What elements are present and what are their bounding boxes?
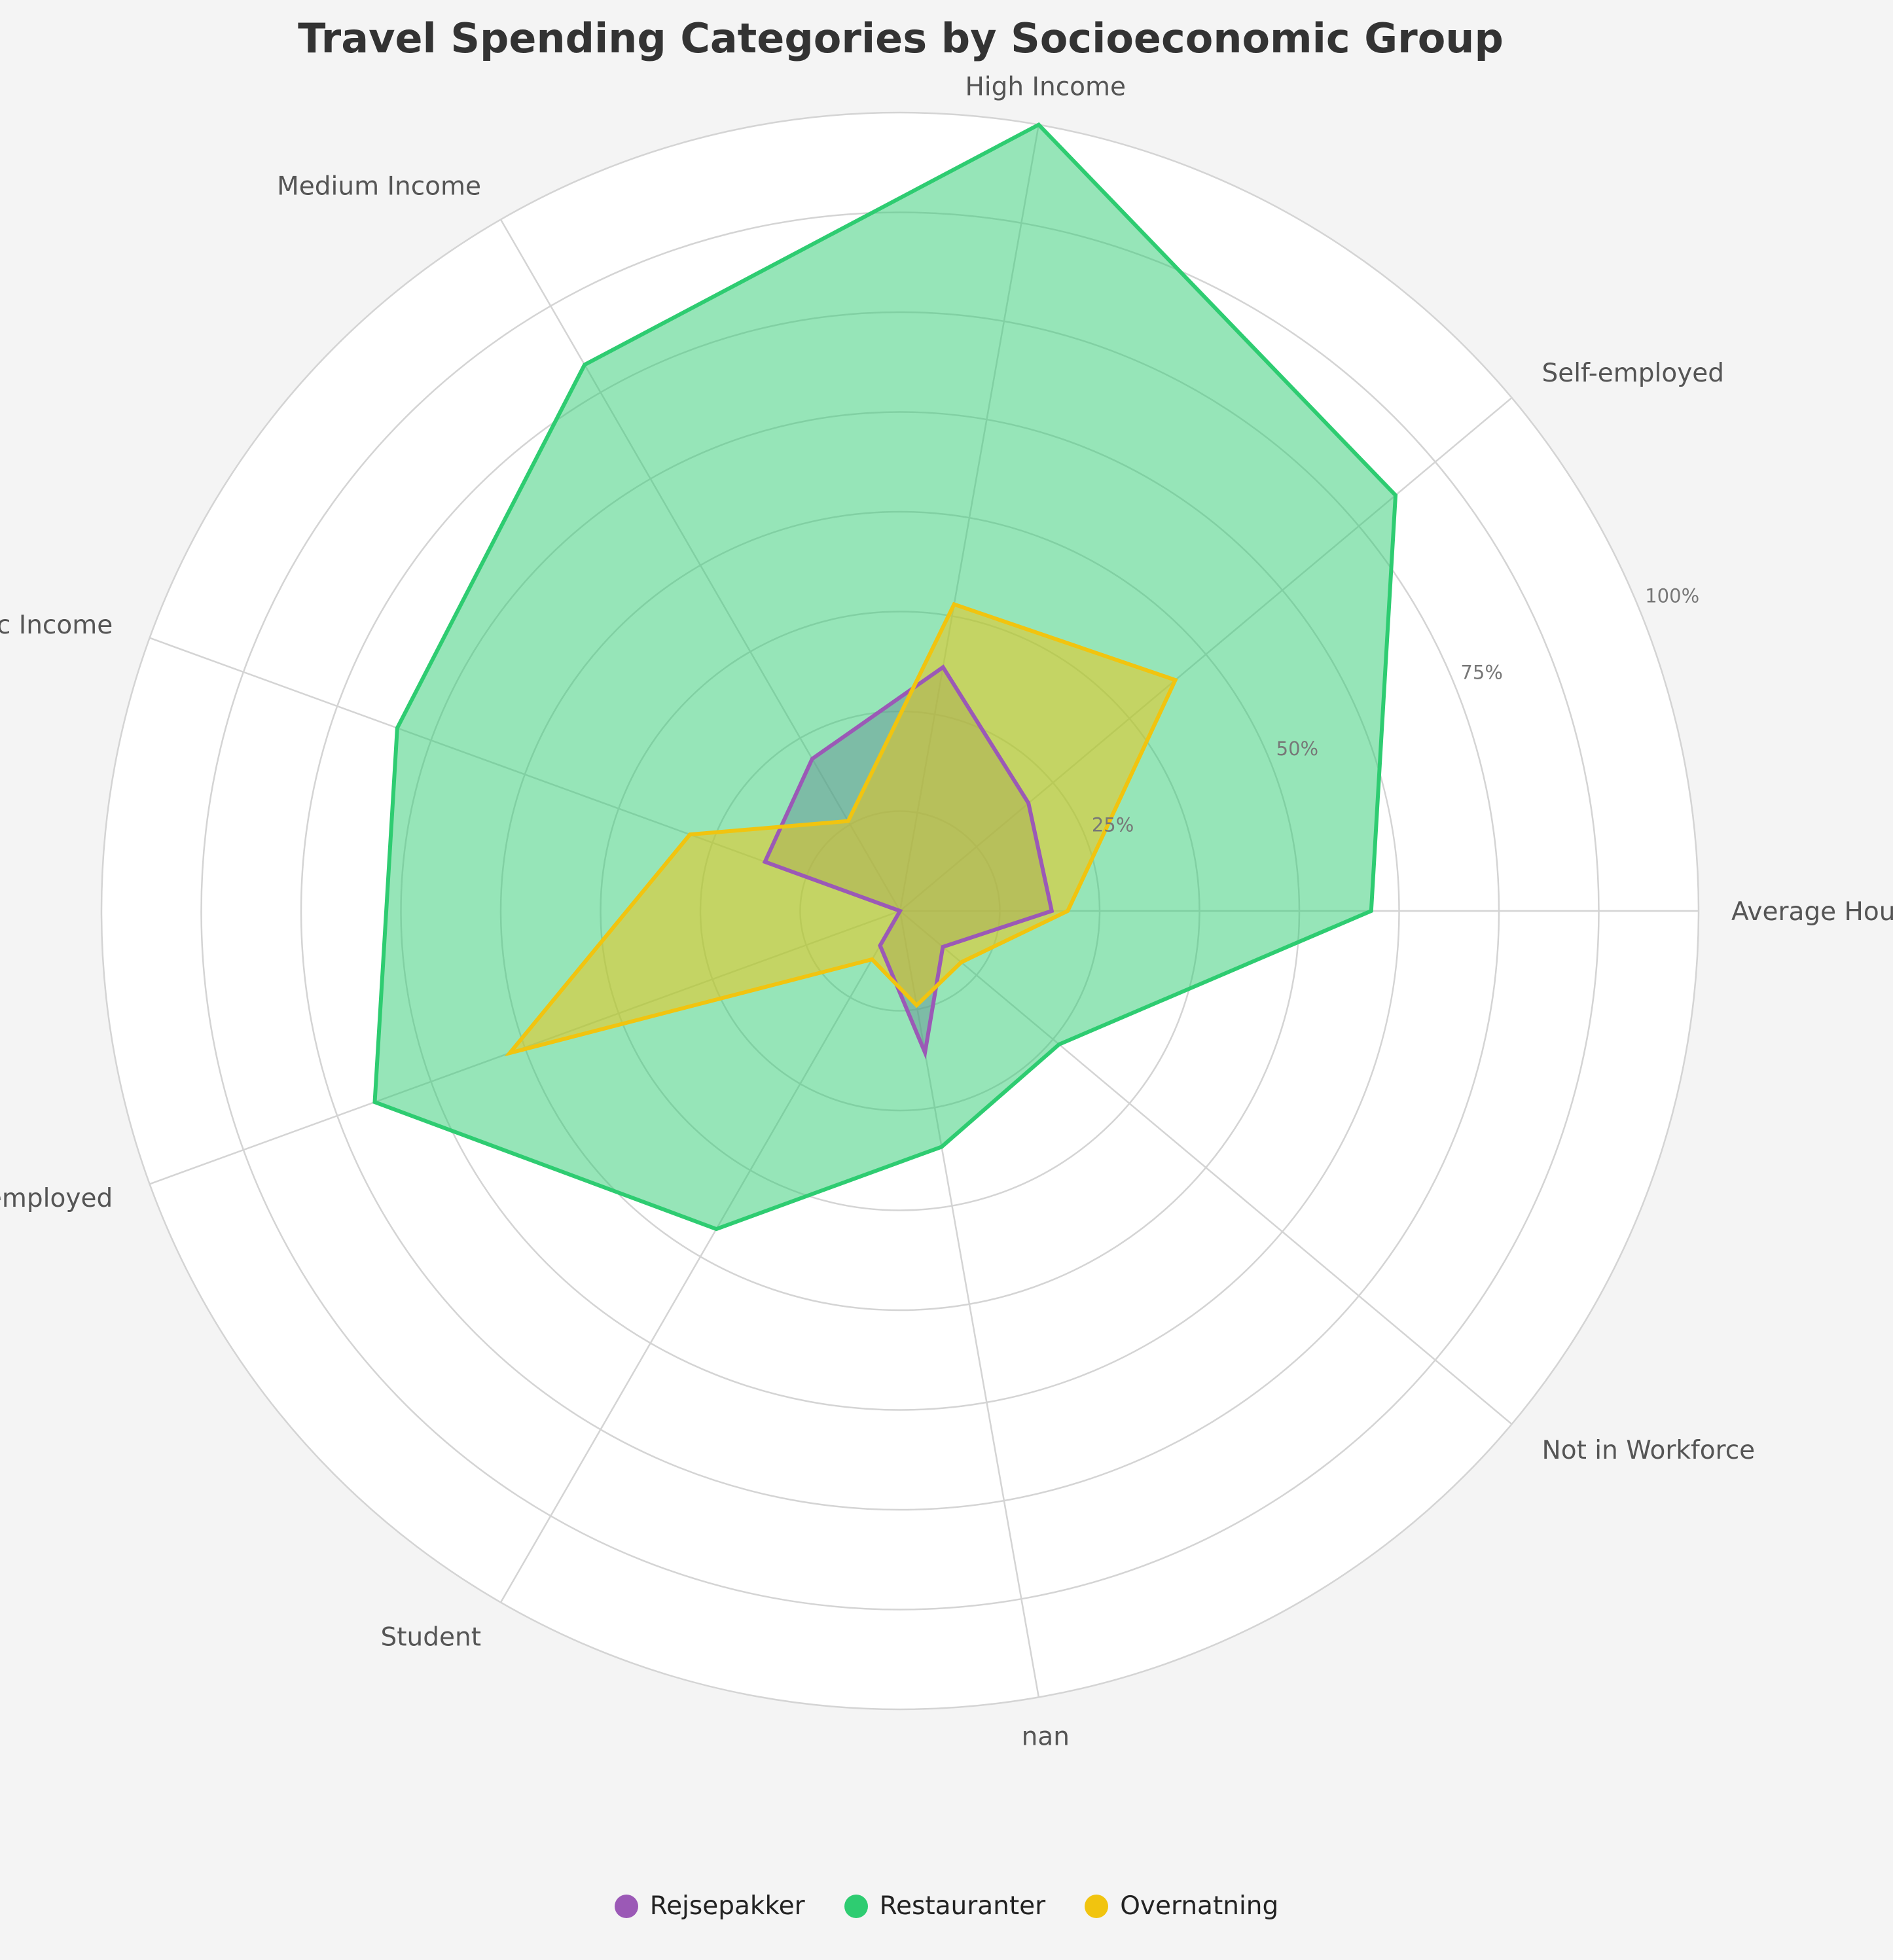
category-label: Self-employed [1542,359,1725,388]
legend-label: Rejsepakker [649,1891,805,1921]
r-tick-label: 50% [1276,738,1318,760]
category-label: Average Household [1731,897,1893,927]
category-label: Student [380,1623,481,1652]
legend-label: Restauranter [879,1891,1046,1921]
r-tick-label: 25% [1092,814,1134,836]
r-tick-label: 100% [1645,585,1699,607]
legend-marker-icon [614,1894,638,1918]
category-label: Unemployed [0,1184,113,1213]
legend-label: Overnatning [1120,1891,1279,1921]
legend-marker-icon [844,1894,868,1918]
category-label: Not in Workforce [1542,1436,1756,1465]
legend-item: Overnatning [1085,1891,1278,1921]
category-label: High Income [965,72,1126,101]
series-line-restauranter [372,122,1398,1232]
chart-title: Travel Spending Categories by Socioecono… [298,14,1504,62]
series-area-overnatning [509,604,1176,1053]
series-line-rejsepakker [762,664,1055,1060]
legend-item: Rejsepakker [614,1891,805,1921]
series-line-overnatning [504,601,1178,1057]
legend-marker-icon [1085,1894,1109,1918]
r-tick-label: 75% [1460,661,1502,683]
category-label: Basic Income [0,611,113,640]
legend: Rejsepakker Restauranter Overnatning [0,1891,1893,1921]
category-label: Medium Income [277,171,481,201]
category-label: nan [1022,1722,1070,1752]
legend-item: Restauranter [844,1891,1046,1921]
